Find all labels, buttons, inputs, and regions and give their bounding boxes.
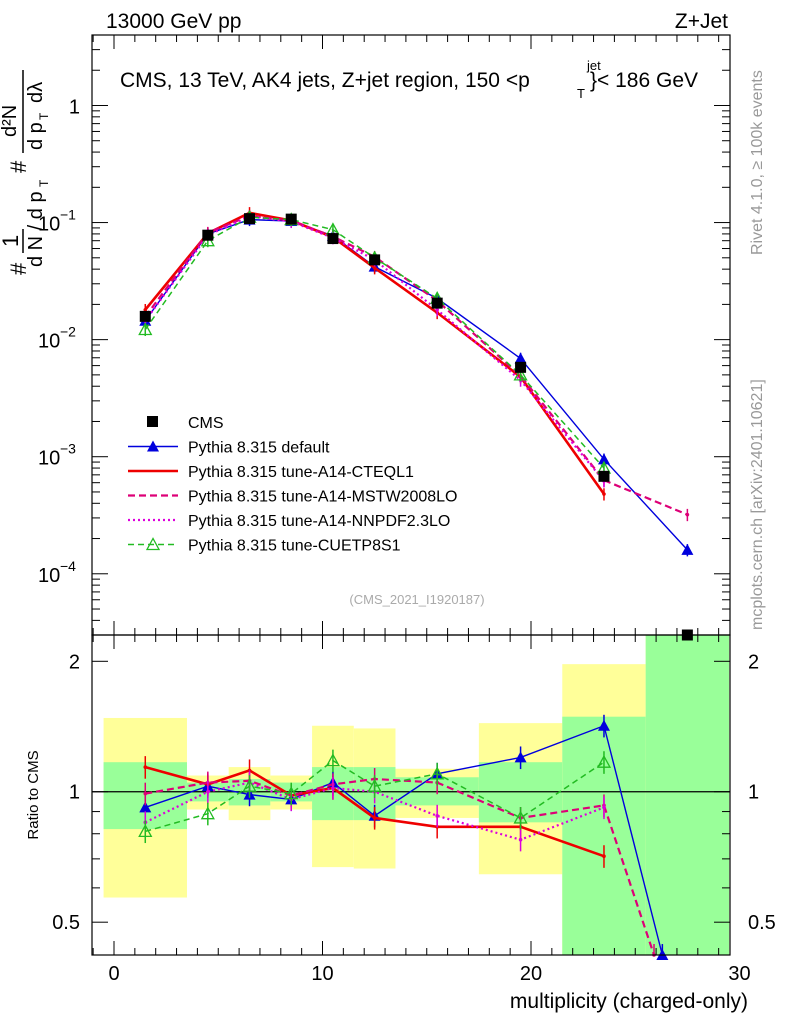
main-y-axis-label: # 1 d N / d p T # d²N d p T dλ (0, 70, 51, 275)
ratio-point-nnpdf (331, 786, 335, 790)
main-line-nnpdf (144, 215, 605, 482)
ratio-point-default (514, 751, 527, 763)
x-tick-label: 30 (728, 963, 750, 985)
ratio-point-cuetp8s1 (138, 824, 153, 838)
ratio-point-nnpdf (435, 814, 439, 818)
y-label-sub-1: T (37, 179, 51, 187)
ratio-point-cteql1 (143, 765, 148, 769)
header-left: 13000 GeV pp (106, 10, 241, 33)
ratio-y-tick-label-left: 2 (69, 651, 80, 673)
legend-marker-cuetp8s1 (145, 537, 161, 551)
main-y-tick-label: 10 (38, 331, 60, 353)
title-end: }< 186 GeV (590, 69, 698, 92)
legend-swatch-cms (147, 416, 158, 427)
main-y-tick-label: 10 (38, 214, 60, 236)
ratio-point-cteql1 (372, 816, 377, 820)
side-mcplots-label: mcplots.cern.ch [arXiv:2401.10621] (749, 379, 766, 630)
x-axis-label: multiplicity (charged-only) (510, 990, 748, 1013)
title-subscript: T (577, 86, 585, 101)
ratio-line-mstw (145, 777, 656, 956)
main-y-tick-exponent: −4 (60, 558, 76, 574)
ratio-point-cuetp8s1 (596, 754, 612, 768)
main-point-cuetp8s1 (138, 322, 153, 336)
main-point-cteql1 (372, 266, 377, 270)
ratio-point-mstw (143, 791, 148, 796)
ratio-point-cuetp8s1 (513, 810, 528, 824)
ratio-point-cteql1 (602, 854, 606, 858)
cms-data-point (139, 310, 151, 322)
ratio-y-axis-label: Ratio to CMS (25, 750, 42, 839)
cms-data-point (598, 470, 610, 482)
ratio-line-default (145, 724, 664, 956)
y-label-den-c: dλ (25, 82, 47, 103)
main-y-tick-label: 1 (69, 96, 80, 118)
main-point-cteql1 (143, 307, 148, 312)
ratio-y-tick-label-right: 1 (748, 782, 759, 804)
header-right: Z+Jet (675, 10, 728, 33)
x-tick-label: 0 (108, 963, 119, 985)
legend-label-cms: CMS (188, 415, 224, 432)
ratio-point-nnpdf (518, 837, 523, 842)
y-label-den-b: d p (25, 122, 47, 150)
cms-data-point (515, 361, 527, 373)
x-tick-label: 20 (520, 963, 542, 985)
analysis-watermark: (CMS_2021_I1920187) (349, 592, 484, 607)
ratio-point-cuetp8s1 (367, 778, 382, 792)
side-rivet-label: Rivet 4.1.0, ≥ 100k events (749, 70, 766, 255)
ratio-point-cuetp8s1 (242, 778, 257, 792)
ratio-point-default (139, 801, 152, 813)
main-line-mstw (144, 214, 688, 516)
y-label-one: 1 (0, 235, 23, 247)
ratio-point-cuetp8s1 (284, 786, 299, 800)
y-label-sub-2: T (37, 112, 51, 120)
plot-title: CMS, 13 TeV, AK4 jets, Z+jet region, 150… (120, 58, 698, 101)
y-label-den-a: d N / d p (25, 191, 47, 267)
ratio-point-nnpdf (602, 805, 606, 810)
main-point-default (681, 543, 694, 555)
ratio-point-cuetp8s1 (325, 753, 341, 767)
main-point-nnpdf (435, 307, 439, 312)
main-y-tick-exponent: −1 (60, 207, 76, 223)
legend-label-nnpdf: Pythia 8.315 tune-A14-NNPDF2.3LO (188, 513, 450, 530)
title-superscript: jet (586, 58, 601, 73)
main-point-mstw (685, 512, 690, 517)
cms-data-point (369, 254, 381, 266)
main-y-tick-exponent: −3 (60, 441, 76, 457)
legend-label-cuetp8s1: Pythia 8.315 tune-CUETP8S1 (188, 538, 401, 555)
main-point-cteql1 (602, 492, 606, 496)
legend-label-default: Pythia 8.315 default (188, 440, 330, 457)
legend-marker-default (147, 440, 159, 452)
y-label-num: d²N (0, 105, 21, 137)
ratio-band-inner-9 (645, 635, 730, 955)
legend-label-mstw: Pythia 8.315 tune-A14-MSTW2008LO (188, 489, 457, 506)
main-point-default (597, 453, 610, 465)
ratio-plot-frame (91, 634, 731, 956)
main-y-tick-exponent: −2 (60, 324, 76, 340)
ratio-point-nnpdf (206, 789, 210, 794)
cms-data-point (244, 213, 256, 225)
main-point-cuetp8s1 (513, 367, 528, 381)
cms-data-point (285, 213, 297, 225)
ratio-y-tick-label-right: 0.5 (748, 912, 776, 934)
ratio-y-tick-label-right: 2 (748, 651, 759, 673)
ratio-y-tick-label-left: 1 (69, 782, 80, 804)
title-main: CMS, 13 TeV, AK4 jets, Z+jet region, 150… (120, 69, 530, 92)
ratio-point-default (597, 719, 610, 731)
y-label-hash-2: # (6, 160, 31, 173)
main-y-tick-label: 10 (38, 565, 60, 587)
x-tick-label: 10 (311, 963, 333, 985)
main-point-default (514, 352, 527, 364)
y-label-hash-1: # (6, 262, 31, 275)
cms-data-point (327, 233, 339, 245)
ratio-point-cuetp8s1 (430, 766, 445, 780)
ratio-point-cuetp8s1 (200, 806, 215, 820)
legend-label-cteql1: Pythia 8.315 tune-A14-CTEQL1 (188, 464, 414, 481)
main-y-tick-label: 10 (38, 448, 60, 470)
cms-data-point (431, 297, 443, 309)
cms-data-point (202, 229, 214, 241)
ratio-y-tick-label-left: 0.5 (52, 912, 80, 934)
